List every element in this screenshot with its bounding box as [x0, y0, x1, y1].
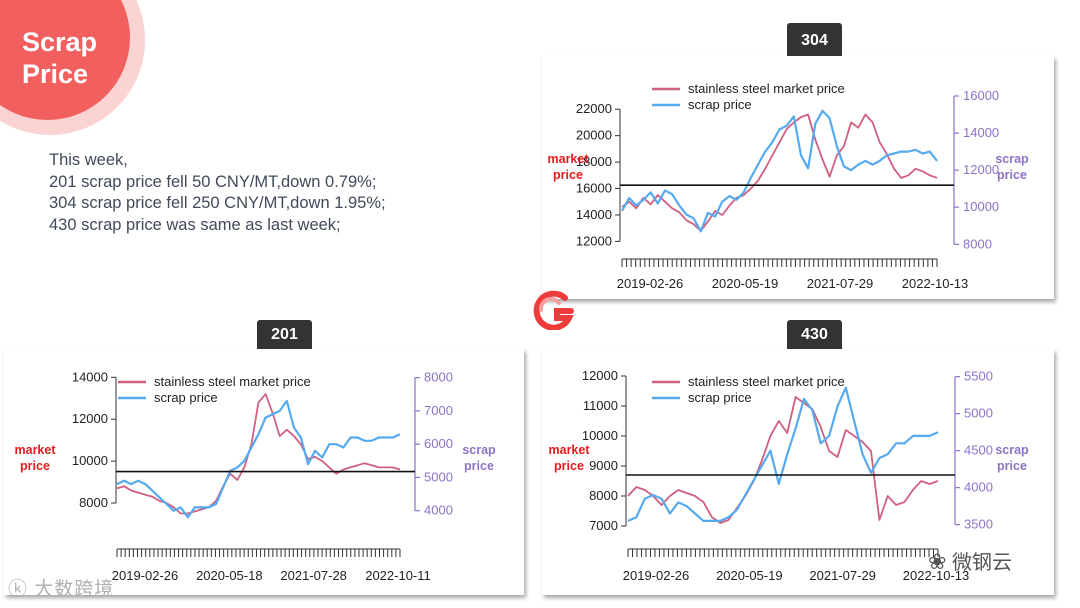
left-axis-title: price [554, 459, 584, 473]
watermark: ⓚ 大数跨境 [8, 574, 114, 601]
left-tick-label: 12000 [576, 233, 612, 248]
right-tick-label: 5000 [964, 406, 993, 421]
summary-line: 304 scrap price fell 250 CNY/MT,down 1.9… [49, 194, 386, 212]
right-tick-label: 4000 [424, 503, 453, 518]
x-tick-label: 2020-05-19 [716, 568, 783, 583]
x-tick-label: 2020-05-18 [196, 568, 263, 583]
scrap-price-line [621, 109, 938, 233]
right-tick-label: 14000 [963, 125, 999, 140]
market-price-line [116, 393, 401, 515]
summary-line: This week, [49, 151, 128, 169]
left-tick-label: 14000 [72, 369, 108, 384]
right-tick-label: 5500 [964, 369, 993, 384]
badge-304: 304 [787, 23, 842, 56]
left-axis-title: price [20, 459, 50, 473]
right-tick-label: 10000 [963, 199, 999, 214]
x-tick-label: 2022-10-11 [365, 568, 431, 583]
x-tick-label: 2022-10-13 [902, 276, 969, 291]
x-tick-label: 2021-07-28 [280, 568, 347, 583]
company-logo-icon [533, 290, 574, 330]
left-axis-title: market [549, 443, 591, 457]
page-title: Scrap Price [22, 26, 142, 90]
badge-201: 201 [257, 320, 312, 350]
x-tick-label: 2021-07-29 [809, 568, 876, 583]
left-tick-label: 10000 [582, 428, 618, 443]
right-axis-title: price [997, 168, 1027, 182]
wechat-account: ❀ 微钢云 [928, 546, 1012, 575]
chart-panel-304: 12000 14000 16000 18000 20000 22000 8000 10000 1… [542, 56, 1054, 299]
right-axis-title: scrap [995, 152, 1029, 166]
left-tick-label: 11000 [583, 398, 618, 413]
left-tick-label: 12000 [72, 411, 108, 426]
watermark-icon: ⓚ [8, 579, 29, 600]
chart-panel-430: 7000 8000 9000 10000 11000 12000 3500 4000 4500 5… [542, 349, 1054, 595]
x-tick-label: 2020-05-19 [712, 276, 779, 291]
summary-line: 430 scrap price was same as last week; [49, 215, 341, 234]
left-tick-label: 8000 [589, 488, 618, 503]
x-tick-label: 2019-02-26 [623, 568, 690, 583]
chart-304: 12000 14000 16000 18000 20000 22000 8000 10000 1… [548, 81, 1030, 291]
legend-label: scrap price [154, 390, 218, 405]
x-tick-label: 2019-02-26 [617, 276, 684, 291]
market-price-line [627, 396, 939, 524]
summary-line: 201 scrap price fell 50 CNY/MT,down 0.79… [49, 172, 377, 191]
right-tick-label: 16000 [963, 88, 999, 103]
wechat-account-name: 微钢云 [952, 552, 1012, 574]
right-tick-label: 3500 [964, 517, 993, 532]
left-tick-label: 16000 [576, 181, 612, 196]
legend-label: stainless steel market price [154, 374, 311, 389]
left-tick-label: 10000 [72, 453, 108, 468]
left-tick-label: 18000 [576, 154, 612, 169]
left-tick-label: 8000 [79, 495, 108, 510]
badge-430: 430 [787, 320, 842, 350]
left-tick-label: 14000 [576, 207, 612, 222]
right-axis-title: price [997, 459, 1027, 473]
wechat-icon: ❀ [928, 549, 947, 574]
legend-label: stainless steel market price [688, 374, 845, 389]
right-axis-title: scrap [462, 443, 496, 457]
title-line-1: Scrap [22, 27, 98, 57]
right-tick-label: 7000 [424, 403, 453, 418]
left-tick-label: 9000 [589, 458, 618, 473]
scrap-price-line [627, 386, 939, 522]
x-tick-label: 2019-02-26 [112, 568, 179, 583]
scrap-price-line [116, 399, 401, 519]
title-line-2: Price [22, 59, 89, 89]
left-axis-title: market [15, 443, 57, 457]
right-tick-label: 12000 [963, 162, 999, 177]
chart-panel-201: 8000 10000 12000 14000 4000 5000 6000 7000 8000 m… [4, 349, 524, 595]
right-tick-label: 4500 [964, 443, 993, 458]
right-axis-title: scrap [995, 443, 1029, 457]
watermark-text: 大数跨境 [34, 579, 115, 600]
right-axis-title: price [464, 459, 494, 473]
x-tick-label: 2021-07-29 [807, 276, 874, 291]
left-axis-title: market [548, 152, 590, 166]
left-axis-title: price [553, 168, 583, 182]
x-tick-label: 2022-10-13 [903, 568, 970, 583]
weekly-summary: This week, 201 scrap price fell 50 CNY/M… [49, 150, 386, 236]
legend-label: scrap price [688, 390, 752, 405]
right-tick-label: 6000 [424, 436, 453, 451]
left-tick-label: 12000 [582, 368, 618, 383]
left-tick-label: 22000 [576, 101, 612, 116]
market-price-line [621, 113, 938, 232]
right-tick-label: 8000 [963, 236, 992, 251]
right-tick-label: 4000 [964, 480, 993, 495]
chart-430: 7000 8000 9000 10000 11000 12000 3500 4000 4500 5… [549, 368, 1030, 583]
left-tick-label: 7000 [589, 518, 618, 533]
right-tick-label: 5000 [424, 469, 453, 484]
legend-label: stainless steel market price [688, 81, 845, 96]
right-tick-label: 8000 [424, 370, 453, 385]
chart-201: 8000 10000 12000 14000 4000 5000 6000 7000 8000 m… [15, 369, 497, 583]
left-tick-label: 20000 [576, 128, 612, 143]
legend-label: scrap price [688, 97, 752, 112]
